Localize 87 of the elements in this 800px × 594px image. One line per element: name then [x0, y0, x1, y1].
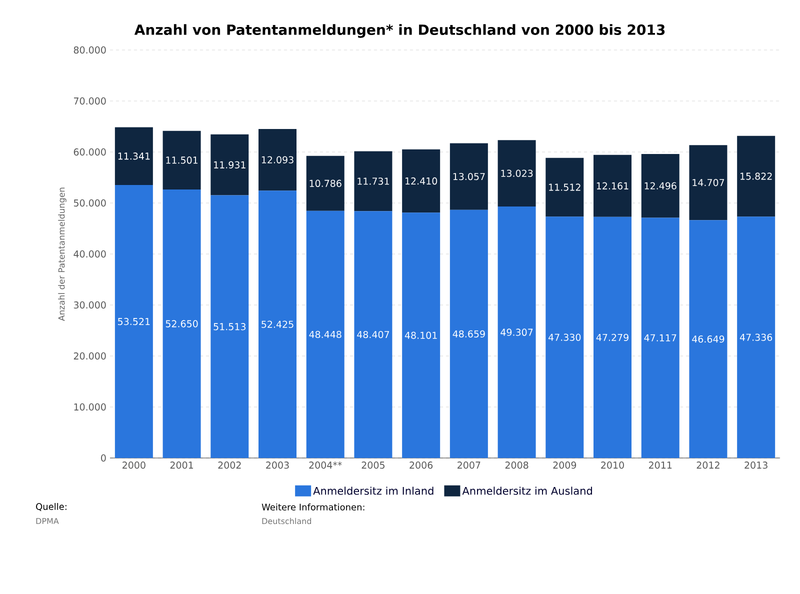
data-label: 48.659 — [452, 330, 485, 338]
x-tick-label: 2006 — [410, 462, 433, 469]
x-tick-label: 2003 — [266, 462, 289, 469]
x-tick-label: 2001 — [170, 462, 193, 469]
x-tick-label: 2005 — [362, 462, 384, 469]
data-label: 48.448 — [309, 330, 342, 338]
data-label: 12.093 — [262, 156, 294, 164]
bar — [498, 140, 536, 207]
x-tick-label: 2009 — [553, 462, 576, 469]
y-tick-label: 40.000 — [74, 250, 106, 258]
y-tick-label: 0 — [101, 454, 106, 462]
x-tick-label: 2007 — [458, 462, 480, 469]
bar — [689, 145, 728, 220]
legend-label: Anmeldersitz im Inland — [313, 486, 434, 495]
x-tick-label: 2012 — [696, 462, 720, 469]
bar — [737, 216, 776, 458]
x-tick-label: 2011 — [648, 462, 672, 469]
data-label: 14.707 — [692, 178, 724, 186]
data-label: 47.336 — [740, 334, 772, 341]
bar — [450, 143, 488, 210]
data-label: 11.931 — [214, 161, 246, 168]
data-label: 52.650 — [166, 320, 198, 328]
bar — [258, 128, 297, 191]
data-label: 52.425 — [262, 320, 294, 328]
data-label: 13.023 — [501, 170, 533, 177]
data-label: 46.649 — [692, 335, 724, 343]
bar — [306, 156, 344, 211]
x-tick-label: 2008 — [505, 462, 528, 469]
data-label: 12.496 — [644, 182, 676, 190]
bar — [737, 136, 776, 217]
y-tick-label: 30.000 — [74, 301, 106, 309]
y-tick-label: 80.000 — [74, 46, 106, 54]
bar — [210, 195, 249, 458]
bar — [594, 216, 632, 458]
legend-label: Anmeldersitz im Ausland — [462, 486, 592, 495]
data-label: 47.330 — [548, 334, 581, 341]
data-label: 11.731 — [358, 178, 389, 185]
y-tick-label: 10.000 — [74, 403, 106, 411]
data-label: 48.407 — [357, 330, 390, 338]
bar — [402, 212, 440, 458]
bar — [641, 218, 680, 458]
bar — [114, 127, 153, 186]
bar — [354, 151, 392, 212]
data-label: 11.501 — [166, 156, 198, 164]
bar — [450, 210, 488, 458]
y-tick-label: 60.000 — [74, 148, 106, 156]
text: Deutschland — [262, 518, 312, 524]
bar — [641, 154, 680, 218]
bar — [210, 134, 249, 196]
y-tick-label: 20.000 — [74, 352, 106, 360]
data-label: 51.513 — [214, 323, 246, 330]
bar — [306, 210, 344, 458]
data-label: 13.057 — [453, 172, 485, 180]
bar — [546, 216, 584, 458]
text: Weitere Informationen: — [262, 504, 364, 510]
bar — [546, 158, 584, 217]
data-label: 53.521 — [118, 318, 150, 326]
y-tick-label: 50.000 — [74, 199, 106, 207]
data-label: 49.307 — [500, 328, 533, 336]
data-label: 47.279 — [596, 334, 628, 342]
bar — [162, 130, 201, 190]
x-tick-label: 2004** — [309, 462, 342, 469]
text: DPMA — [36, 518, 59, 524]
chart-title: Anzahl von Patentanmeldungen* in Deutschland von 2000 bis 2013 — [134, 24, 665, 38]
x-tick-label: 2002 — [218, 462, 241, 469]
y-tick-label: 70.000 — [74, 97, 106, 105]
x-tick-label: 2010 — [601, 462, 624, 469]
data-label: 11.341 — [118, 152, 150, 160]
bar — [258, 190, 297, 458]
x-tick-label: 2000 — [122, 462, 146, 469]
data-label: 47.117 — [644, 334, 676, 342]
bar — [594, 154, 632, 217]
bar — [402, 149, 440, 213]
y-axis-title: Anzahl der Patentanmeldungen — [58, 188, 66, 321]
data-label: 12.410 — [406, 177, 438, 185]
data-label: 12.161 — [596, 182, 628, 190]
bar — [114, 185, 153, 458]
x-tick-label: 2013 — [744, 462, 768, 469]
data-label: 10.786 — [310, 180, 342, 188]
bar — [162, 189, 201, 458]
bar — [689, 220, 728, 458]
data-label: 48.101 — [404, 332, 437, 339]
source-note: Quelle: — [36, 503, 66, 511]
bar — [354, 211, 392, 458]
bar — [498, 206, 536, 458]
data-label: 15.822 — [740, 172, 772, 180]
data-label: 11.512 — [549, 184, 580, 191]
